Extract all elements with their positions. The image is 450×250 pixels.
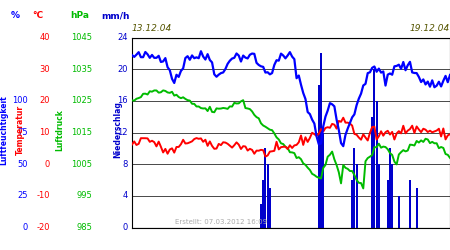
- Bar: [371, 117, 373, 228]
- Bar: [267, 164, 269, 228]
- Text: -10: -10: [36, 191, 50, 200]
- Text: hPa: hPa: [71, 11, 90, 20]
- Bar: [353, 148, 356, 228]
- Bar: [322, 132, 324, 228]
- Text: Erstellt: 07.03.2012 16:09: Erstellt: 07.03.2012 16:09: [175, 219, 267, 225]
- Text: 0: 0: [123, 223, 128, 232]
- Text: 20: 20: [40, 96, 50, 105]
- Text: 1015: 1015: [71, 128, 92, 137]
- Text: 100: 100: [12, 96, 28, 105]
- Text: 10: 10: [40, 128, 50, 137]
- Text: %: %: [10, 11, 19, 20]
- Text: 24: 24: [117, 33, 128, 42]
- Text: 50: 50: [18, 160, 28, 169]
- Bar: [389, 148, 391, 228]
- Text: 0: 0: [23, 223, 28, 232]
- Bar: [416, 188, 418, 228]
- Bar: [260, 204, 262, 228]
- Text: Temperatur: Temperatur: [15, 105, 24, 155]
- Text: 30: 30: [40, 65, 50, 74]
- Text: 0: 0: [45, 160, 50, 169]
- Text: Niederschlag: Niederschlag: [113, 102, 122, 158]
- Text: Luftfeuchtigkeit: Luftfeuchtigkeit: [0, 95, 9, 165]
- Text: 1025: 1025: [71, 96, 92, 105]
- Text: 985: 985: [76, 223, 92, 232]
- Bar: [378, 164, 380, 228]
- Bar: [387, 180, 389, 228]
- Bar: [269, 188, 271, 228]
- Text: -20: -20: [36, 223, 50, 232]
- Text: 16: 16: [117, 96, 128, 105]
- Text: 995: 995: [76, 191, 92, 200]
- Text: Luftdruck: Luftdruck: [55, 109, 64, 151]
- Bar: [265, 148, 266, 228]
- Bar: [374, 69, 375, 228]
- Bar: [320, 53, 322, 228]
- Bar: [356, 164, 358, 228]
- Text: 25: 25: [18, 191, 28, 200]
- Bar: [398, 196, 400, 228]
- Text: °C: °C: [32, 11, 44, 20]
- Text: 1035: 1035: [71, 65, 92, 74]
- Text: mm/h: mm/h: [101, 11, 129, 20]
- Text: 13.12.04: 13.12.04: [132, 24, 172, 33]
- Bar: [262, 180, 264, 228]
- Text: 4: 4: [123, 191, 128, 200]
- Bar: [391, 164, 393, 228]
- Text: 12: 12: [117, 128, 128, 137]
- Text: 1005: 1005: [71, 160, 92, 169]
- Text: 19.12.04: 19.12.04: [410, 24, 450, 33]
- Bar: [351, 180, 353, 228]
- Text: 20: 20: [117, 65, 128, 74]
- Text: 1045: 1045: [71, 33, 92, 42]
- Text: 75: 75: [18, 128, 28, 137]
- Bar: [409, 180, 411, 228]
- Bar: [376, 101, 378, 228]
- Text: 40: 40: [40, 33, 50, 42]
- Bar: [318, 85, 320, 228]
- Text: 8: 8: [122, 160, 128, 169]
